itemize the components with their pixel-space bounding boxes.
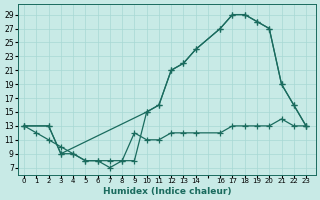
X-axis label: Humidex (Indice chaleur): Humidex (Indice chaleur) bbox=[103, 187, 231, 196]
